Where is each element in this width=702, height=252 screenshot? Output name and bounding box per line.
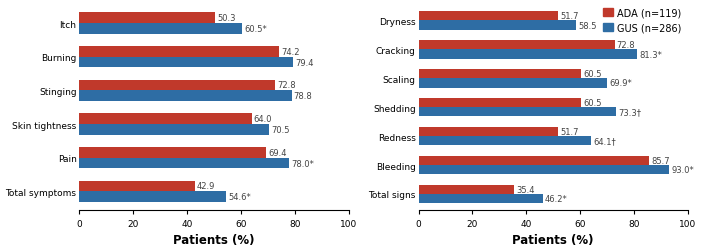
Text: 78.0*: 78.0* <box>291 159 314 168</box>
Text: 60.5: 60.5 <box>583 99 602 108</box>
Text: 64.0: 64.0 <box>254 115 272 124</box>
Bar <box>418 156 649 165</box>
Bar <box>79 114 252 124</box>
Bar <box>418 70 581 79</box>
Bar <box>79 24 242 35</box>
Text: 46.2*: 46.2* <box>545 194 568 203</box>
Text: 64.1†: 64.1† <box>593 137 616 146</box>
Text: 72.8: 72.8 <box>617 41 635 50</box>
Bar <box>418 99 581 108</box>
Text: 60.5: 60.5 <box>583 70 602 79</box>
Bar <box>79 80 275 91</box>
Bar <box>418 137 591 146</box>
Text: 74.2: 74.2 <box>282 48 300 57</box>
Bar <box>418 108 616 117</box>
Bar <box>79 91 291 102</box>
Bar <box>79 192 226 202</box>
Text: 69.4: 69.4 <box>268 148 287 157</box>
Bar <box>418 127 558 137</box>
Bar <box>418 79 607 88</box>
X-axis label: Patients (%): Patients (%) <box>512 234 594 246</box>
Text: 54.6*: 54.6* <box>229 193 251 201</box>
Text: 69.9*: 69.9* <box>609 79 632 88</box>
Text: 73.3†: 73.3† <box>618 108 641 117</box>
Legend: ADA (n=119), GUS (n=286): ADA (n=119), GUS (n=286) <box>601 6 683 35</box>
Text: 70.5: 70.5 <box>272 125 290 134</box>
Bar <box>79 181 195 192</box>
Bar <box>418 185 514 194</box>
Text: 51.7: 51.7 <box>560 128 578 136</box>
Text: 60.5*: 60.5* <box>244 25 267 34</box>
X-axis label: Patients (%): Patients (%) <box>173 234 255 246</box>
Text: 35.4: 35.4 <box>516 185 534 194</box>
Bar <box>79 124 269 135</box>
Bar <box>418 21 576 30</box>
Text: 51.7: 51.7 <box>560 12 578 21</box>
Bar <box>79 147 266 158</box>
Bar <box>418 50 637 59</box>
Bar <box>418 165 669 175</box>
Bar <box>79 158 289 169</box>
Bar <box>79 13 215 24</box>
Text: 93.0*: 93.0* <box>671 166 694 174</box>
Text: 81.3*: 81.3* <box>640 50 663 59</box>
Text: 58.5: 58.5 <box>578 21 597 30</box>
Bar <box>418 41 614 50</box>
Text: 85.7: 85.7 <box>651 156 670 165</box>
Bar <box>79 47 279 57</box>
Bar <box>418 12 558 21</box>
Text: 42.9: 42.9 <box>197 182 216 191</box>
Bar <box>418 194 543 203</box>
Text: 72.8: 72.8 <box>277 81 296 90</box>
Bar <box>79 57 293 68</box>
Text: 50.3: 50.3 <box>217 14 235 23</box>
Text: 79.4: 79.4 <box>296 58 314 67</box>
Text: 78.8: 78.8 <box>293 92 312 101</box>
